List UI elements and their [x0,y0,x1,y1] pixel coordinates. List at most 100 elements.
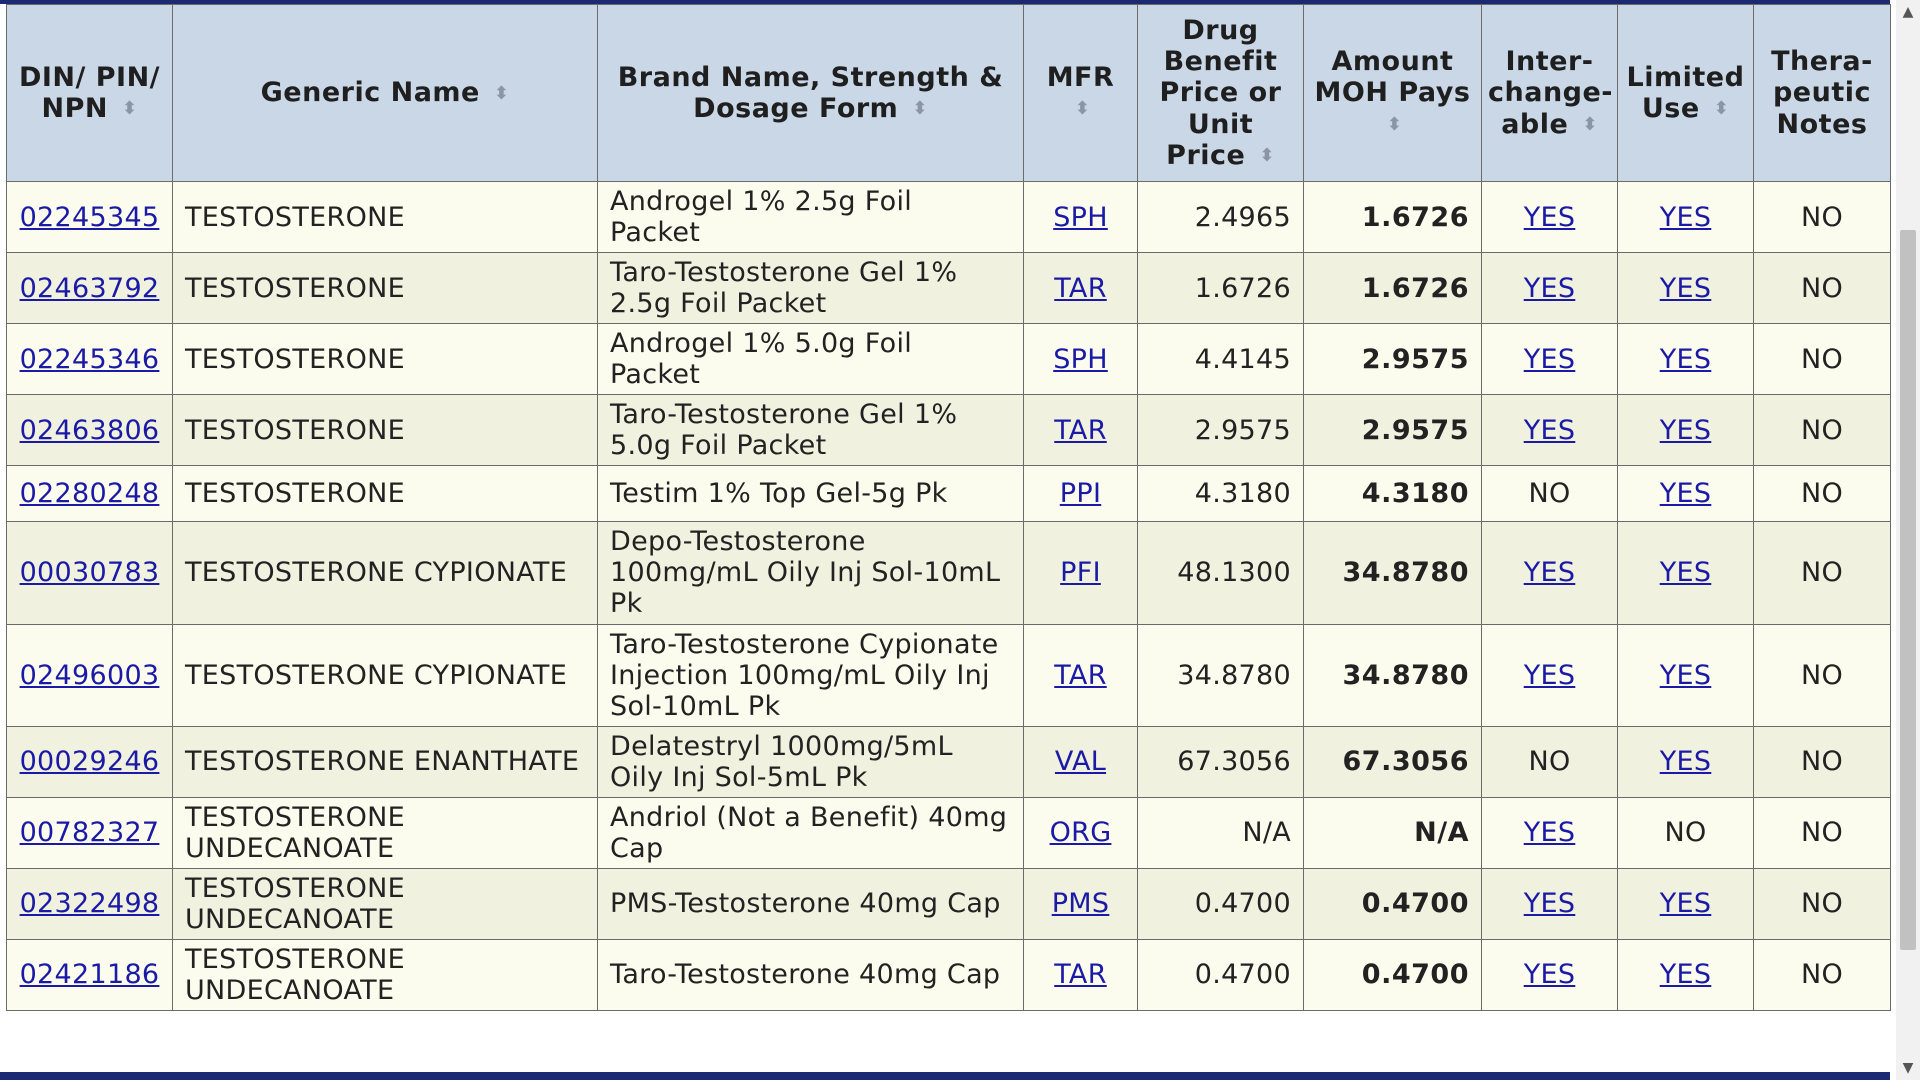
sort-arrows-icon[interactable]: ⬍ [1582,113,1598,135]
therapeutic-notes-cell: NO [1800,746,1844,778]
price-cell: 4.3180 [1137,465,1304,523]
header-brand-name[interactable]: Brand Name, Strength & Dosage Form ⬍ [597,4,1024,182]
interchangeable-link[interactable]: YES [1523,659,1576,691]
mfr-link[interactable]: PFI [1060,557,1101,589]
header-moh-pays[interactable]: Amount MOH Pays ⬍ [1303,4,1482,182]
interchangeable-link[interactable]: YES [1523,888,1576,920]
table-row: 00030783 TESTOSTERONE CYPIONATE Depo-Testo… [6,521,1891,625]
therapeutic-notes-cell: NO [1800,817,1844,849]
interchangeable-link[interactable]: YES [1523,959,1576,991]
table-row: 02421186 TESTOSTERONE UNDECANOATE Taro-Tes… [6,938,1891,1012]
generic-name-cell: TESTOSTERONE CYPIONATE [185,557,568,589]
header-notes-label: Thera- peutic Notes [1771,46,1873,140]
vertical-scrollbar[interactable]: ▲ ▼ [1896,0,1920,1080]
sort-arrows-icon[interactable]: ⬍ [1386,113,1403,135]
din-link[interactable]: 00782327 [19,817,160,849]
generic-name-cell: TESTOSTERONE UNDECANOATE [185,801,405,864]
sort-arrows-icon[interactable]: ⬍ [912,98,928,120]
mfr-link[interactable]: SPH [1053,201,1108,233]
generic-name-cell: TESTOSTERONE [185,478,405,510]
inter-cell: YES [1481,796,1618,869]
interchangeable-link[interactable]: YES [1523,414,1576,446]
mfr-link[interactable]: TAR [1054,272,1107,304]
mfr-link[interactable]: VAL [1054,746,1107,778]
brand-cell: Delatestryl 1000mg/5mL Oily Inj Sol-5mL … [597,725,1024,798]
moh-pays-cell: 1.6726 [1361,201,1469,233]
sort-arrows-icon[interactable]: ⬍ [121,98,138,120]
din-cell: 00030783 [6,521,173,625]
din-link[interactable]: 02245346 [19,343,160,375]
generic-name-cell: TESTOSTERONE [185,343,405,375]
price-cell: 48.1300 [1177,557,1291,589]
interchangeable-link[interactable]: YES [1523,817,1576,849]
limited-use-link[interactable]: YES [1659,272,1712,304]
limited-use-link[interactable]: YES [1659,343,1712,375]
price-cell: 4.4145 [1194,343,1291,375]
brand-cell: Taro-Testosterone Cypionate Injection 10… [597,623,1024,727]
generic-name-cell: TESTOSTERONE UNDECANOATE [185,872,405,935]
sort-arrows-icon[interactable]: ⬍ [1074,98,1091,120]
din-link[interactable]: 00030783 [19,557,160,589]
limited-use-link[interactable]: YES [1659,888,1712,920]
din-cell: 02245346 [6,323,173,396]
din-link[interactable]: 02322498 [19,888,160,920]
header-limited-use[interactable]: Limited Use ⬍ [1617,4,1754,182]
interchangeable-link[interactable]: YES [1523,343,1576,375]
limited-use-link[interactable]: YES [1659,478,1712,510]
pays-cell: 34.8780 [1303,623,1482,727]
mfr-link[interactable]: TAR [1054,959,1107,991]
brand-name-cell: PMS-Testosterone 40mg Cap [610,888,1001,920]
sort-arrows-icon[interactable]: ⬍ [1713,98,1730,120]
pays-cell: 0.4700 [1303,938,1482,1012]
notes-cell: NO [1753,180,1891,254]
header-mfr-label: MFR [1046,61,1115,93]
header-generic-name[interactable]: Generic Name ⬍ [172,4,598,182]
mfr-link[interactable]: PPI [1059,478,1102,510]
therapeutic-notes-cell: NO [1800,478,1844,510]
din-link[interactable]: 02496003 [19,659,160,691]
scroll-down-arrow-icon[interactable]: ▼ [1902,1060,1914,1076]
header-din[interactable]: DIN/ PIN/ NPN ⬍ [6,4,173,182]
notes-cell: NO [1753,521,1891,625]
interchangeable-link[interactable]: YES [1523,557,1576,589]
din-link[interactable]: 02421186 [19,959,160,991]
generic-name-cell: TESTOSTERONE [185,201,405,233]
top-divider [0,0,1890,4]
header-interchangeable[interactable]: Inter- change- able ⬍ [1481,4,1618,182]
interchangeable-link[interactable]: YES [1523,201,1576,233]
interchangeable-link[interactable]: YES [1523,272,1576,304]
limited-use-link[interactable]: YES [1659,557,1712,589]
price-cell: 67.3056 [1177,746,1291,778]
scrollbar-thumb[interactable] [1900,230,1916,950]
header-limited-label: Limited Use [1626,61,1745,124]
din-cell: 02463806 [6,394,173,467]
bottom-divider [0,1072,1890,1080]
limited-use-link[interactable]: YES [1659,659,1712,691]
notes-cell: NO [1753,252,1891,325]
header-mfr[interactable]: MFR ⬍ [1023,4,1138,182]
mfr-cell: SPH [1023,323,1138,396]
moh-pays-cell: 0.4700 [1361,888,1469,920]
sort-arrows-icon[interactable]: ⬍ [493,82,510,104]
mfr-link[interactable]: TAR [1054,414,1107,446]
din-link[interactable]: 02463792 [19,272,160,304]
limited-use-link[interactable]: YES [1659,959,1712,991]
generic-name-cell: TESTOSTERONE UNDECANOATE [185,943,405,1006]
mfr-link[interactable]: TAR [1054,659,1107,691]
table-body: 02245345 TESTOSTERONE Androgel 1% 2.5g Foi… [6,180,1891,1012]
scroll-up-arrow-icon[interactable]: ▲ [1902,4,1914,20]
din-link[interactable]: 02245345 [19,201,160,233]
price-cell: 0.4700 [1194,959,1291,991]
notes-cell: NO [1753,938,1891,1012]
din-link[interactable]: 02463806 [19,414,160,446]
limited-use-link[interactable]: YES [1659,414,1712,446]
din-link[interactable]: 02280248 [19,478,160,510]
mfr-link[interactable]: SPH [1053,343,1108,375]
sort-arrows-icon[interactable]: ⬍ [1259,144,1275,166]
mfr-link[interactable]: PMS [1051,888,1110,920]
limited-use-link[interactable]: YES [1659,201,1712,233]
header-price[interactable]: Drug Benefit Price or Unit Price ⬍ [1137,4,1304,182]
mfr-link[interactable]: ORG [1049,817,1112,849]
limited-use-link[interactable]: YES [1659,746,1712,778]
din-link[interactable]: 00029246 [19,746,160,778]
